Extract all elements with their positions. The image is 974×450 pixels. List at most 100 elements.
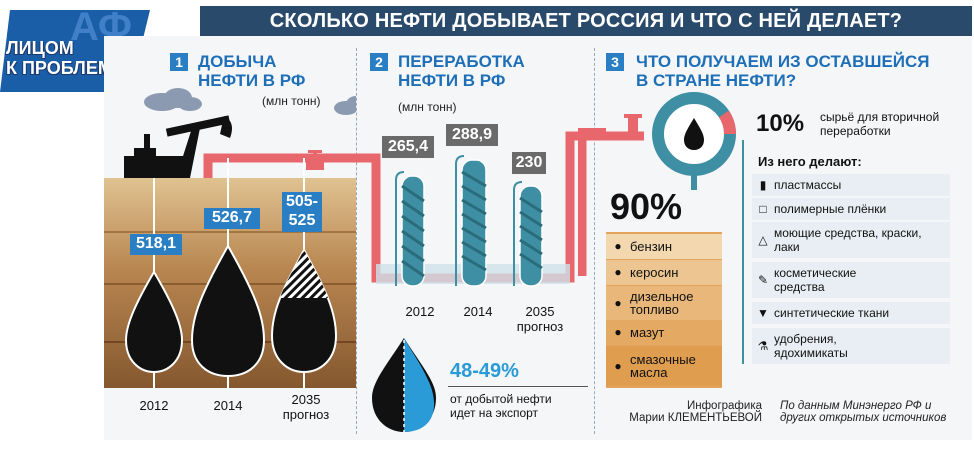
- use-label: синтетические ткани: [774, 306, 890, 320]
- production-value-2035-line1: 505-: [285, 193, 319, 210]
- brush-icon: ✎: [757, 273, 769, 287]
- product-kerosene: ● керосин: [606, 260, 722, 285]
- year-2035: 2035 прогноз: [514, 304, 566, 334]
- source-credit: По данным Минэнерго РФ и других открытых…: [780, 400, 970, 424]
- divider: [594, 48, 596, 434]
- oil-pipe: [203, 153, 356, 178]
- export-percent: 48-49%: [450, 360, 519, 382]
- use-films: □ полимерные плёнки: [752, 198, 950, 220]
- refining-value-2014: 288,9: [446, 124, 498, 146]
- raw-text: сырьё для вторичной переработки: [820, 110, 939, 138]
- year-2035-label: 2035: [291, 392, 321, 407]
- use-detergents: △ моющие средства, краски, лаки: [752, 222, 950, 258]
- year-2035-label: 2035: [525, 304, 555, 319]
- section2-title: ПЕРЕРАБОТКА НЕФТИ В РФ: [398, 52, 525, 90]
- section2-title-line1: ПЕРЕРАБОТКА: [398, 52, 525, 71]
- forecast-label: прогноз: [516, 319, 564, 334]
- oil-drop-icon: ●: [614, 295, 622, 310]
- flask-icon: △: [758, 233, 768, 247]
- section2-illustration: [356, 131, 594, 432]
- bottle-icon: ▮: [759, 178, 767, 192]
- brand-text: ЛИЦОМ К ПРОБЛЕМЕ: [6, 38, 125, 78]
- author-credit: Инфографика Марии КЛЕМЕНТЬЕВОЙ: [620, 400, 762, 424]
- section2-title-line2: НЕФТИ В РФ: [398, 71, 506, 90]
- section1-title: ДОБЫЧА НЕФТИ В РФ: [198, 52, 305, 90]
- section1-title-line1: ДОБЫЧА: [198, 52, 277, 71]
- production-value-2035: 505- 525: [282, 192, 322, 232]
- cloud-icon: [334, 96, 356, 115]
- oil-drop-icon: ●: [614, 265, 622, 279]
- cloud-icon: [144, 88, 202, 111]
- oil-drop-icon: ●: [614, 325, 622, 339]
- refinery-column-2012: [401, 175, 425, 287]
- divider: [356, 48, 358, 434]
- oil-drop-icon: ●: [614, 239, 622, 253]
- oil-pipe: [578, 128, 606, 276]
- product-label: дизельное топливо: [630, 289, 694, 317]
- source-line2: других открытых источников: [780, 412, 947, 424]
- oil-drop-icon: [684, 118, 704, 150]
- use-label: полимерные плёнки: [774, 202, 887, 216]
- refinery-column-2035: [519, 185, 543, 287]
- source-line1: По данным Минэнерго РФ и: [780, 400, 932, 412]
- year-2014: 2014: [213, 398, 243, 413]
- connector-line: [742, 140, 744, 364]
- export-text-line1: от добытой нефти: [450, 392, 552, 406]
- made-from-label: Из него делают:: [758, 154, 862, 169]
- production-value-2012: 518,1: [130, 234, 182, 255]
- valve-icon: [628, 118, 638, 132]
- author-line1: Инфографика: [686, 400, 762, 412]
- bag-icon: □: [759, 202, 767, 216]
- export-text: от добытой нефти идет на экспорт: [450, 392, 552, 420]
- use-textiles: ▼ синтетические ткани: [752, 302, 950, 324]
- use-label: пластмассы: [774, 178, 842, 192]
- page-title: СКОЛЬКО НЕФТИ ДОБЫВАЕТ РОССИЯ И ЧТО С НЕ…: [200, 6, 972, 36]
- product-gasoline: ● бензин: [606, 234, 722, 259]
- section3-number: 3: [606, 53, 624, 71]
- section2-number: 2: [370, 53, 388, 71]
- section3-title: ЧТО ПОЛУЧАЕМ ИЗ ОСТАВШЕЙСЯ В СТРАНЕ НЕФТ…: [636, 52, 930, 90]
- section1-title-line2: НЕФТИ В РФ: [198, 71, 306, 90]
- product-lubricants: ● смазочные масла: [606, 346, 722, 386]
- export-rule: [448, 386, 588, 387]
- product-label: мазут: [630, 325, 665, 340]
- use-plastics: ▮ пластмассы: [752, 174, 950, 196]
- forecast-label: прогноз: [282, 407, 330, 422]
- refinery-column-2014: [461, 159, 487, 287]
- use-label: удобрения, ядохимикаты: [774, 332, 848, 360]
- brand-line1: ЛИЦОМ: [6, 38, 74, 58]
- year-2012: 2012: [405, 304, 435, 319]
- main-percent: 90%: [610, 186, 683, 227]
- use-label: моющие средства, краски, лаки: [774, 226, 922, 254]
- raw-text-line1: сырьё для вторичной: [820, 110, 940, 124]
- year-2012: 2012: [139, 398, 169, 413]
- refining-value-2012: 265,4: [382, 136, 434, 158]
- section1-number: 1: [170, 53, 188, 71]
- oil-drop-icon: ●: [614, 358, 622, 373]
- raw-percent: 10%: [756, 110, 805, 137]
- valve-icon: [306, 150, 324, 170]
- export-text-line2: идет на экспорт: [450, 406, 539, 420]
- section3-title-line1: ЧТО ПОЛУЧАЕМ ИЗ ОСТАВШЕЙСЯ: [636, 52, 930, 71]
- use-label: косметические средства: [774, 266, 857, 294]
- shirt-icon: ▼: [757, 306, 769, 320]
- raw-text-line2: переработки: [820, 124, 891, 138]
- use-cosmetics: ✎ косметические средства: [752, 262, 950, 298]
- year-2035: 2035 прогноз: [280, 392, 332, 422]
- pumpjack-icon: [124, 115, 232, 178]
- author-line2: Марии КЛЕМЕНТЬЕВОЙ: [629, 412, 762, 424]
- section3-title-line2: В СТРАНЕ НЕФТИ?: [636, 71, 797, 90]
- section3-illustration: [594, 92, 737, 190]
- chemical-flask-icon: ⚗: [757, 339, 769, 353]
- product-label: керосин: [630, 265, 679, 280]
- use-fertilizers: ⚗ удобрения, ядохимикаты: [752, 328, 950, 364]
- section2-units: (млн тонн): [398, 100, 457, 114]
- section1-units: (млн тонн): [262, 94, 321, 108]
- product-label: бензин: [630, 239, 673, 254]
- product-diesel: ● дизельное топливо: [606, 286, 722, 320]
- production-value-2014: 526,7: [204, 208, 260, 229]
- refining-value-2035: 230: [512, 152, 546, 174]
- brand-line2: К ПРОБЛЕМЕ: [6, 58, 125, 78]
- product-label: смазочные масла: [630, 352, 696, 380]
